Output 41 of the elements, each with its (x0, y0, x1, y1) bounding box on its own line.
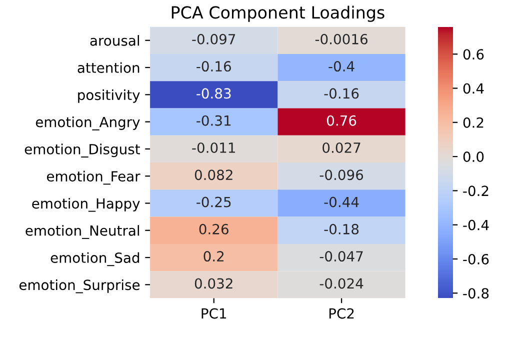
data-label: 0.26 (199, 224, 228, 234)
data-label: -0.4 (328, 61, 354, 72)
color-bar-label: 0.6 (463, 49, 484, 60)
data-label: -0.18 (324, 224, 359, 234)
y-tick-label: emotion_Sad (50, 252, 140, 266)
color-bar-label: -0.6 (463, 254, 489, 264)
data-label: -0.011 (192, 142, 235, 153)
data-label: 0.2 (204, 251, 224, 262)
color-bar-label: -0.4 (463, 220, 489, 230)
data-label: -0.83 (196, 88, 231, 99)
color-bar-label: 0.0 (463, 152, 484, 162)
y-tick-label: attention (78, 62, 140, 73)
y-tick-label: emotion_Fear (46, 170, 140, 185)
data-label: -0.16 (196, 61, 231, 72)
y-tick-label: emotion_Surprise (19, 279, 140, 294)
data-label: 0.76 (327, 115, 356, 126)
data-label: -0.25 (196, 196, 231, 208)
y-tick-label: emotion_Neutral (26, 225, 139, 239)
data-label: -0.024 (320, 278, 364, 289)
y-tick-label: arousal (90, 35, 139, 46)
data-label: 0.032 (194, 278, 232, 289)
data-label: -0.0016 (315, 34, 368, 44)
x-tick-label: PC2 (329, 308, 354, 319)
chart-title: PCA Component Loadings (172, 6, 384, 22)
data-label: -0.096 (320, 170, 364, 180)
y-tick-label: emotion_Angry (36, 116, 140, 130)
y-tick-label: emotion_Happy (32, 198, 140, 212)
data-label: -0.31 (196, 115, 231, 126)
data-label: 0.027 (322, 142, 360, 153)
x-tick-label: PC1 (202, 308, 226, 319)
y-tick-label: positivity (78, 89, 140, 103)
color-bar-label: 0.2 (463, 117, 484, 128)
data-label: -0.047 (320, 251, 363, 262)
color-bar-label: -0.2 (463, 186, 488, 196)
y-tick-label: emotion_Disgust (24, 144, 140, 158)
data-label: -0.097 (192, 34, 236, 44)
color-bar-label: -0.8 (463, 288, 489, 299)
data-label: -0.44 (324, 196, 359, 208)
data-label: -0.16 (324, 88, 359, 99)
color-bar-label: 0.4 (463, 83, 484, 94)
data-label: 0.082 (194, 170, 232, 180)
